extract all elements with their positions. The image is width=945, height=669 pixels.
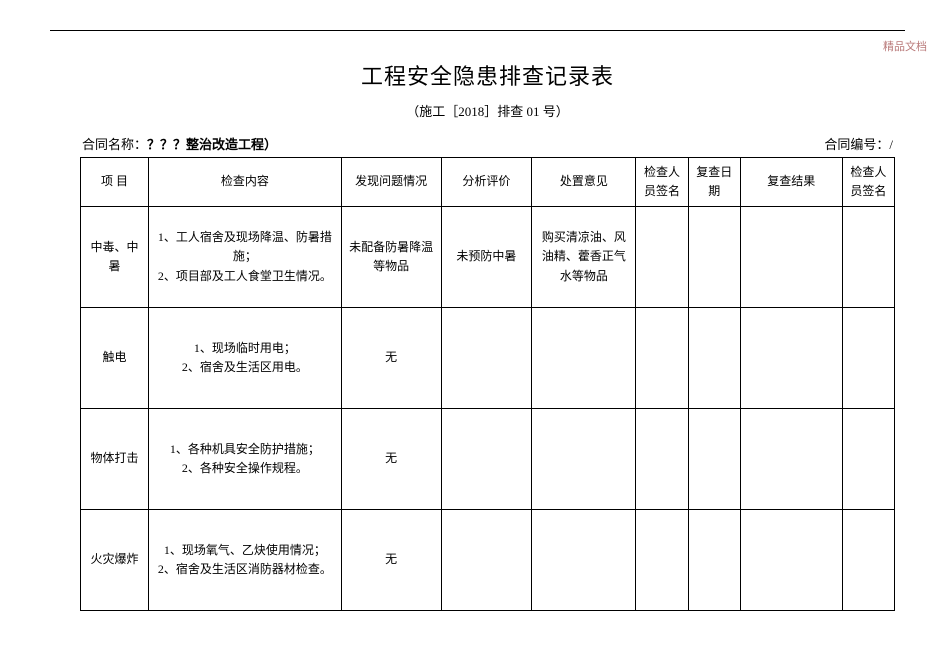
table-row: 火灾爆炸 1、现场氧气、乙炔使用情况；2、宿舍及生活区消防器材检查。 无 (81, 510, 895, 611)
th-date: 复查日期 (688, 158, 740, 207)
contract-number: 合同编号：/ (824, 134, 893, 153)
cell-result (740, 207, 842, 308)
th-sign1: 检查人员签名 (636, 158, 688, 207)
meta-row: 合同名称：？？？整治改造工程） 合同编号：/ (80, 134, 895, 153)
contract-name: 合同名称：？？？整治改造工程） (82, 134, 277, 153)
cell-content: 1、现场氧气、乙炔使用情况；2、宿舍及生活区消防器材检查。 (149, 510, 342, 611)
table-row: 触电 1、现场临时用电；2、宿舍及生活区用电。 无 (81, 308, 895, 409)
cell-result (740, 409, 842, 510)
page-subtitle: （施工［2018］排查 01 号） (80, 101, 895, 120)
cell-date (688, 510, 740, 611)
top-rule (50, 30, 905, 31)
cell-date (688, 207, 740, 308)
th-content: 检查内容 (149, 158, 342, 207)
cell-item: 中毒、中暑 (81, 207, 149, 308)
watermark: 精品文档 (883, 38, 927, 54)
table-row: 物体打击 1、各种机具安全防护措施；2、各种安全操作规程。 无 (81, 409, 895, 510)
contract-no-value: / (889, 137, 893, 152)
cell-result (740, 308, 842, 409)
cell-sign2 (842, 510, 894, 611)
cell-eval (441, 308, 532, 409)
cell-eval: 未预防中暑 (441, 207, 532, 308)
cell-issue: 无 (341, 409, 441, 510)
cell-action (532, 409, 636, 510)
cell-content: 1、工人宿舍及现场降温、防暑措施；2、项目部及工人食堂卫生情况。 (149, 207, 342, 308)
cell-item: 触电 (81, 308, 149, 409)
th-item: 项 目 (81, 158, 149, 207)
th-issue: 发现问题情况 (341, 158, 441, 207)
cell-action (532, 510, 636, 611)
contract-name-label: 合同名称： (82, 137, 147, 152)
th-eval: 分析评价 (441, 158, 532, 207)
th-result: 复查结果 (740, 158, 842, 207)
contract-no-label: 合同编号： (824, 137, 889, 152)
cell-sign2 (842, 207, 894, 308)
page: 精品文档 工程安全隐患排查记录表 （施工［2018］排查 01 号） 合同名称：… (0, 0, 945, 669)
cell-content: 1、现场临时用电；2、宿舍及生活区用电。 (149, 308, 342, 409)
cell-item: 物体打击 (81, 409, 149, 510)
cell-issue: 无 (341, 510, 441, 611)
cell-sign2 (842, 308, 894, 409)
cell-content: 1、各种机具安全防护措施；2、各种安全操作规程。 (149, 409, 342, 510)
cell-eval (441, 510, 532, 611)
cell-sign1 (636, 308, 688, 409)
page-title: 工程安全隐患排查记录表 (80, 59, 895, 91)
cell-sign1 (636, 207, 688, 308)
table-header-row: 项 目 检查内容 发现问题情况 分析评价 处置意见 检查人员签名 复查日期 复查… (81, 158, 895, 207)
cell-date (688, 308, 740, 409)
cell-item: 火灾爆炸 (81, 510, 149, 611)
cell-action: 购买清凉油、风油精、藿香正气水等物品 (532, 207, 636, 308)
cell-result (740, 510, 842, 611)
cell-issue: 无 (341, 308, 441, 409)
th-sign2: 检查人员签名 (842, 158, 894, 207)
table-row: 中毒、中暑 1、工人宿舍及现场降温、防暑措施；2、项目部及工人食堂卫生情况。 未… (81, 207, 895, 308)
cell-date (688, 409, 740, 510)
cell-sign2 (842, 409, 894, 510)
contract-name-value: ？？？整治改造工程） (147, 137, 277, 152)
th-action: 处置意见 (532, 158, 636, 207)
cell-sign1 (636, 409, 688, 510)
cell-issue: 未配备防暑降温等物品 (341, 207, 441, 308)
cell-action (532, 308, 636, 409)
cell-eval (441, 409, 532, 510)
cell-sign1 (636, 510, 688, 611)
inspection-table: 项 目 检查内容 发现问题情况 分析评价 处置意见 检查人员签名 复查日期 复查… (80, 157, 895, 611)
